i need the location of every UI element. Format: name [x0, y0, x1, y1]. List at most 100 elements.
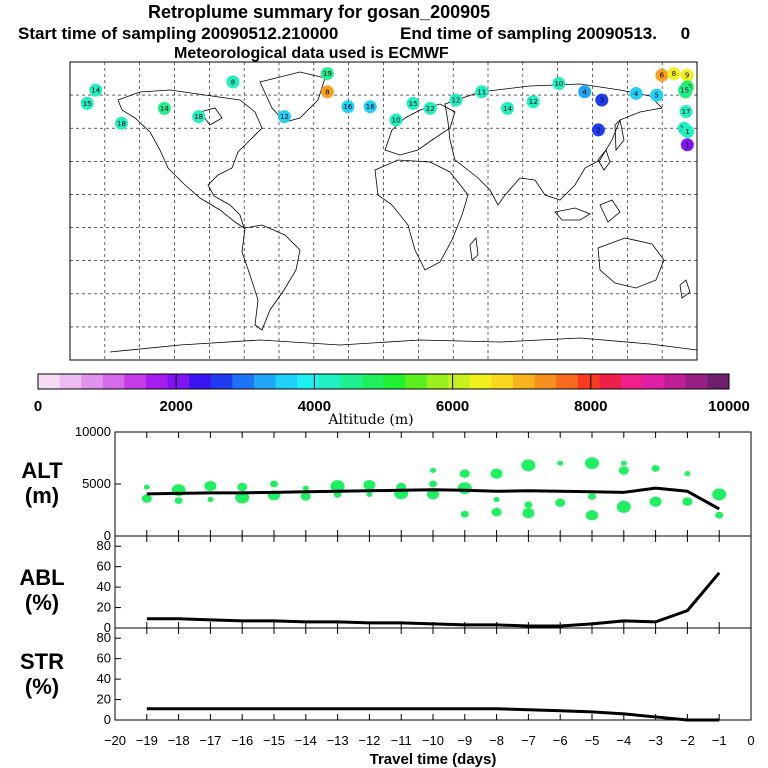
altitude-cluster-point — [524, 501, 533, 509]
colorbar-cell — [318, 374, 341, 389]
cluster-label: 15 — [680, 87, 689, 95]
colorbar-cell — [102, 374, 125, 389]
altitude-cluster-point — [363, 479, 376, 491]
colorbar-cell — [642, 374, 665, 389]
cluster-label: 1 — [685, 141, 689, 149]
cluster-dot — [681, 125, 695, 139]
colorbar-cell — [81, 374, 104, 389]
altitude-cluster-point — [712, 488, 727, 501]
cluster-marker: 17 — [679, 105, 693, 119]
altitude-cluster-point — [143, 484, 150, 490]
x-tick-label: 0 — [747, 733, 754, 748]
colorbar-cell — [232, 374, 255, 389]
cluster-label: 14 — [91, 87, 100, 95]
colorbar-cell — [297, 374, 320, 389]
cluster-marker: 2 — [591, 123, 605, 137]
y-tick-label: 0 — [104, 712, 111, 727]
cluster-label: 16 — [366, 103, 375, 111]
abl-panel-frame — [114, 535, 752, 629]
cluster-marker: 18 — [192, 110, 206, 124]
colorbar-label: Altitude (m) — [327, 412, 413, 428]
altitude-cluster-point — [521, 459, 536, 472]
cluster-marker: 8 — [226, 75, 240, 89]
retroplume-clusters: 1988161618141215121211141210443256891311… — [80, 67, 695, 152]
cluster-label: 8 — [231, 78, 235, 86]
abl-panel: ABL (%) 80 60 40 20 0 — [19, 535, 752, 635]
x-tick-label: −6 — [553, 733, 568, 748]
cluster-marker: 12 — [423, 101, 437, 115]
colorbar-cell — [38, 374, 61, 389]
colorbar-cell — [167, 374, 190, 389]
cluster-dot — [89, 83, 103, 97]
met-data-label: Meteorological data used is ECMWF — [174, 45, 449, 62]
colorbar-cell — [513, 374, 536, 389]
cluster-label: 19 — [323, 70, 332, 78]
cluster-marker: 15 — [80, 96, 94, 110]
cluster-dot — [423, 101, 437, 115]
cluster-dot — [320, 85, 334, 99]
colorbar-tick-label: 10000 — [708, 398, 750, 415]
altitude-cluster-point — [302, 485, 309, 491]
cluster-marker: 12 — [526, 95, 540, 109]
x-tick-label: −19 — [136, 733, 158, 748]
colorbar-cell — [491, 374, 514, 389]
str-panel-label: STR — [20, 649, 64, 674]
cluster-dot — [80, 96, 94, 110]
cluster-marker: 18 — [114, 116, 128, 130]
y-tick-label: 0 — [104, 620, 111, 635]
colorbar-cell — [189, 374, 212, 389]
altitude-colorbar: 0 2000 4000 6000 8000 10000 Altitude (m) — [34, 373, 750, 428]
cluster-marker: 16 — [363, 100, 377, 114]
colorbar-cell — [534, 374, 557, 389]
cluster-dot — [157, 101, 171, 115]
end-time-label: End time of sampling 20090513. 0 — [400, 24, 691, 43]
series-line — [146, 707, 720, 722]
colorbar-cell — [340, 374, 363, 389]
cluster-marker: 14 — [157, 101, 171, 115]
cluster-label: 18 — [194, 113, 203, 121]
cluster-label: 6 — [660, 72, 665, 80]
cluster-label: 1 — [685, 128, 689, 136]
x-tick-label: −3 — [648, 733, 663, 748]
cluster-dot — [680, 138, 694, 152]
cluster-dot — [500, 101, 514, 115]
cluster-label: 12 — [529, 98, 538, 106]
start-time-label: Start time of sampling 20090512.210000 — [18, 24, 339, 43]
y-tick-label: 80 — [97, 630, 111, 645]
chart-title: Retroplume summary for gosan_200905 — [148, 2, 491, 22]
cluster-marker: 8 — [667, 67, 681, 81]
altitude-cluster-point — [586, 510, 598, 521]
cluster-label: 2 — [596, 126, 600, 134]
cluster-marker: 3 — [595, 93, 609, 107]
cluster-dot — [552, 77, 566, 91]
cluster-label: 9 — [685, 72, 689, 80]
y-tick-label: 60 — [97, 559, 111, 574]
cluster-dot — [363, 100, 377, 114]
cluster-dot — [192, 110, 206, 124]
y-tick-label: 20 — [97, 600, 111, 615]
travel-time-axis: Travel time (days) −20 −19 −18 −17 −16 −15 −14… — [104, 733, 755, 768]
cluster-dot — [678, 83, 692, 97]
x-tick-label: −11 — [391, 733, 412, 748]
altitude-cluster-point — [555, 498, 566, 507]
cluster-marker: 1 — [681, 125, 695, 139]
cluster-marker: 4 — [578, 85, 592, 99]
altitude-cluster-point — [457, 482, 472, 495]
altitude-cluster-point — [491, 507, 502, 517]
cluster-label: 10 — [554, 80, 563, 88]
y-tick-label: 10000 — [75, 424, 111, 439]
cluster-label: 14 — [503, 105, 512, 113]
altitude-cluster-point — [557, 460, 564, 466]
altitude-cluster-point — [430, 467, 436, 474]
colorbar-cell — [383, 374, 406, 389]
x-tick-label: −18 — [168, 733, 190, 748]
cluster-dot — [526, 95, 540, 109]
x-tick-label: −15 — [263, 733, 285, 748]
y-tick-label: 60 — [97, 651, 111, 666]
cluster-label: 3 — [600, 97, 604, 105]
altitude-cluster-point — [204, 480, 217, 492]
cluster-dot — [320, 67, 334, 81]
altitude-cluster-point — [684, 471, 691, 477]
colorbar-tick-label: 4000 — [298, 398, 331, 415]
colorbar-cell — [59, 374, 82, 389]
